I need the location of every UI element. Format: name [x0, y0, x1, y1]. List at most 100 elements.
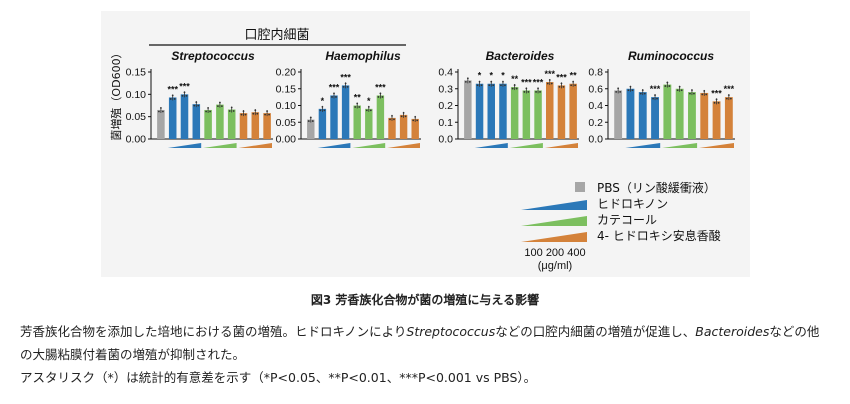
data-point [466, 77, 469, 80]
caption-paragraph-line1: 芳香族化合物を添加した培地における菌の増殖。ヒドロキノンによりStreptoco… [20, 322, 840, 342]
data-point [381, 96, 384, 98]
data-point [181, 94, 184, 97]
y-tick-label: 0.10 [126, 89, 147, 101]
data-point [691, 89, 693, 91]
concentration-wedge [625, 143, 661, 148]
caption-species: Streptococcus [406, 324, 496, 339]
data-point [504, 84, 506, 87]
y-tick-label: 0.2 [438, 100, 453, 112]
data-point [379, 92, 382, 95]
data-point [307, 120, 310, 122]
significance-label: *** [521, 77, 532, 87]
data-point [546, 82, 549, 85]
caption-paragraph-line3: アスタリスク（*）は統計的有意差を示す（*P<0.05、**P<0.01、***… [20, 370, 537, 385]
data-point [527, 91, 530, 93]
bar [475, 83, 484, 139]
significance-label: * [501, 71, 505, 81]
bar [263, 113, 271, 139]
data-point [205, 110, 207, 113]
data-point [331, 96, 333, 98]
data-point [169, 98, 172, 100]
data-point [369, 109, 372, 112]
data-point [264, 113, 266, 116]
data-point [244, 113, 247, 116]
data-point [703, 90, 706, 92]
bar [499, 83, 507, 139]
data-point [676, 89, 679, 92]
data-point [502, 80, 504, 83]
y-tick-label: 0.8 [588, 67, 603, 79]
data-point [333, 92, 335, 95]
data-point [344, 82, 347, 85]
bar [651, 97, 659, 139]
significance-label: *** [167, 84, 178, 94]
data-point [570, 84, 573, 87]
significance-label: * [478, 71, 482, 81]
data-point [321, 105, 324, 108]
data-point [342, 86, 345, 88]
y-tick-label: 0.10 [276, 100, 297, 112]
concentration-wedge [544, 143, 578, 148]
bar [688, 92, 696, 139]
data-point [160, 107, 162, 109]
data-point [615, 91, 618, 93]
caption-text: 芳香族化合物を添加した培地における菌の増殖。ヒドロキノンにより [20, 324, 407, 339]
bar [330, 95, 338, 139]
legend-swatch-wedge [521, 232, 587, 242]
data-point [717, 101, 720, 104]
data-point [391, 114, 393, 117]
bar [638, 92, 647, 139]
caption-paragraph-line2: の大腸粘膜付着菌の増殖が抑制された。 [20, 347, 246, 362]
bar [626, 88, 635, 139]
concentration-wedge [509, 143, 543, 148]
data-point [193, 104, 196, 107]
data-point [219, 101, 221, 104]
bar [663, 84, 672, 139]
bar [353, 105, 361, 139]
concentration-wedge [387, 143, 420, 148]
data-point [476, 84, 479, 87]
data-point [705, 93, 708, 96]
data-point [631, 89, 634, 92]
data-point [365, 109, 368, 112]
bar [251, 112, 260, 139]
data-point [346, 86, 349, 88]
y-tick-label: 0.6 [588, 83, 603, 95]
data-point [197, 104, 200, 107]
data-point [414, 116, 417, 118]
oral-bacteria-group-label: 口腔内細菌 [244, 27, 309, 43]
data-point [356, 102, 359, 105]
concentration-wedge [352, 143, 386, 148]
y-tick-label: 0.4 [588, 100, 603, 112]
bar [216, 104, 224, 139]
concentration-wedge [167, 143, 202, 148]
data-point [619, 91, 622, 93]
data-point [207, 107, 209, 109]
bar [569, 83, 577, 139]
y-tick-label: 0.15 [276, 83, 297, 95]
significance-label: *** [340, 72, 351, 82]
data-point [185, 94, 188, 97]
data-point [715, 98, 718, 101]
data-point [535, 91, 537, 93]
y-tick-label: 0.20 [276, 67, 297, 79]
data-point [367, 105, 370, 108]
bar [675, 88, 684, 139]
data-point [242, 110, 245, 112]
legend-concentrations: 100 200 400 [524, 247, 585, 259]
data-point [539, 91, 541, 93]
data-point [171, 94, 174, 97]
data-point [358, 106, 361, 108]
data-point [680, 89, 683, 92]
y-tick-label: 0.05 [126, 111, 147, 123]
data-point [311, 120, 314, 122]
chart-haemophilus: Haemophilus0.000.050.100.150.20*********… [276, 49, 421, 148]
data-point [256, 112, 259, 115]
data-point [511, 87, 514, 90]
figure-svg: 口腔内細菌 菌増殖（OD600） Streptococcus 0.00 0.05 0.… [110, 27, 735, 272]
data-point [232, 110, 235, 112]
concentration-wedge [203, 143, 237, 148]
bar [365, 108, 373, 139]
